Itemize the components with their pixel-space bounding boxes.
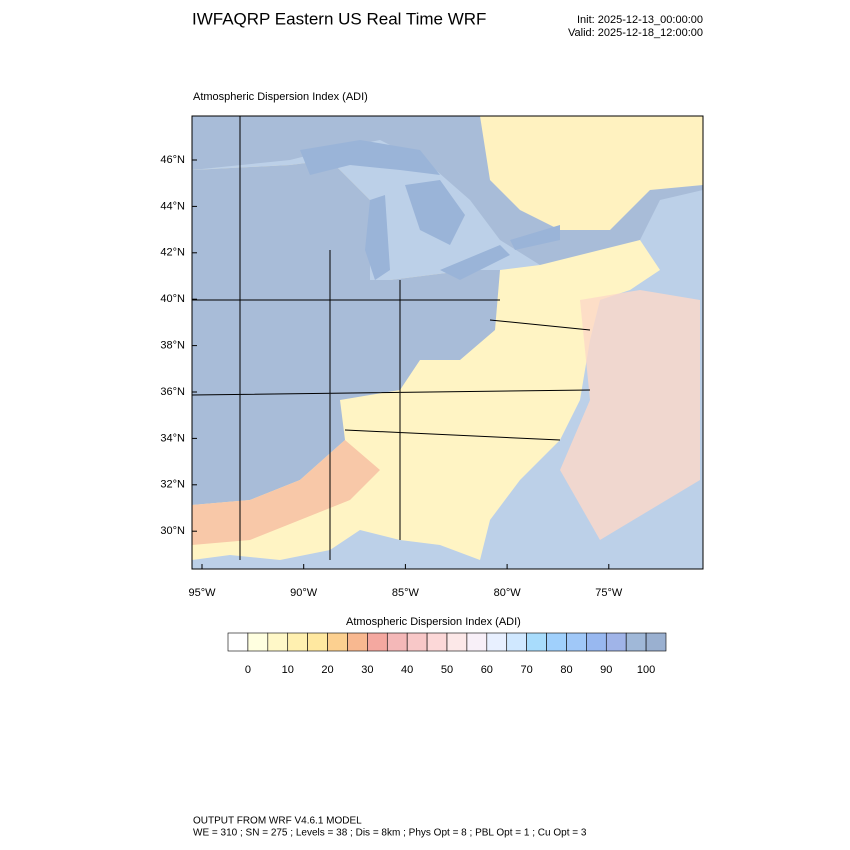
colorbar-box: [605, 632, 627, 652]
colorbar-box: [486, 632, 508, 652]
colorbar-box: [586, 632, 607, 652]
colorbar-box: [367, 632, 388, 652]
lon-label: 80°W: [494, 587, 522, 599]
colorbar-label: 100: [637, 664, 655, 676]
colorbar-label: 40: [401, 664, 413, 676]
axis-labels: 46°N 44°N 42°N 40°N 38°N 36°N 34°N 32°N 30°N 95°W…: [160, 154, 667, 676]
colorbar-label: 10: [282, 664, 294, 676]
colorbar-box: [406, 632, 428, 652]
colorbar-box: [566, 632, 587, 652]
lon-label: 95°W: [188, 587, 216, 599]
colorbar-box: [287, 632, 308, 652]
lake-ontario: [510, 225, 560, 250]
lat-label: 32°N: [160, 479, 185, 491]
colorbar-label: 60: [481, 664, 493, 676]
footer-line: WE = 310 ; SN = 275 ; Levels = 38 ; Dis …: [193, 828, 587, 839]
colorbar-box: [466, 632, 488, 652]
colorbar-box: [625, 632, 647, 652]
colorbar-box: [446, 632, 468, 652]
lat-label: 30°N: [160, 525, 185, 537]
lake-huron: [405, 180, 465, 245]
colorbar-box: [227, 632, 249, 652]
map-subtitle: Atmospheric Dispersion Index (ADI): [193, 91, 368, 103]
map: [192, 116, 703, 569]
lon-label: 90°W: [290, 587, 318, 599]
canada-east: [480, 116, 703, 230]
colorbar-box: [386, 632, 408, 652]
title: IWFAQRP Eastern US Real Time WRF: [192, 9, 486, 28]
high-adi-region: [192, 160, 500, 505]
lat-label: 40°N: [160, 293, 185, 305]
valid-time: Valid: 2025-12-18_12:00:00: [568, 27, 703, 39]
gulf-coast: [192, 440, 380, 545]
colorbar-label: 90: [600, 664, 612, 676]
footer-line: OUTPUT FROM WRF V4.6.1 MODEL: [193, 816, 362, 827]
init-time: Init: 2025-12-13_00:00:00: [577, 14, 703, 26]
lat-label: 44°N: [160, 200, 185, 212]
colorbar-box: [247, 632, 269, 652]
colorbar-label: 20: [321, 664, 333, 676]
colorbar-label: 80: [560, 664, 572, 676]
lat-label: 36°N: [160, 386, 185, 398]
offshore: [560, 290, 700, 540]
colorbar-box: [645, 632, 667, 652]
lake-superior: [300, 140, 440, 175]
colorbar-label: 30: [361, 664, 373, 676]
colorbar-box: [526, 632, 547, 652]
lon-label: 85°W: [392, 587, 420, 599]
colorbar-title: Atmospheric Dispersion Index (ADI): [346, 616, 521, 628]
colorbar-label: 50: [441, 664, 453, 676]
colorbar-label: 70: [521, 664, 533, 676]
colorbar-box: [546, 632, 567, 652]
map-frame: [191, 115, 704, 570]
colorbar-box: [327, 632, 348, 652]
colorbar-label: 0: [245, 664, 251, 676]
lake-erie: [440, 245, 510, 280]
colorbar-box: [307, 632, 328, 652]
colorbar-box: [347, 632, 368, 652]
colorbar-box: [506, 632, 527, 652]
lat-label: 38°N: [160, 340, 185, 352]
lat-label: 42°N: [160, 247, 185, 259]
lat-label: 34°N: [160, 432, 185, 444]
colorbar-box: [426, 632, 448, 652]
lon-label: 75°W: [595, 587, 623, 599]
colorbar-box: [267, 632, 289, 652]
state-borders: [192, 116, 591, 560]
lat-label: 46°N: [160, 154, 185, 166]
lake-michigan: [365, 195, 390, 280]
